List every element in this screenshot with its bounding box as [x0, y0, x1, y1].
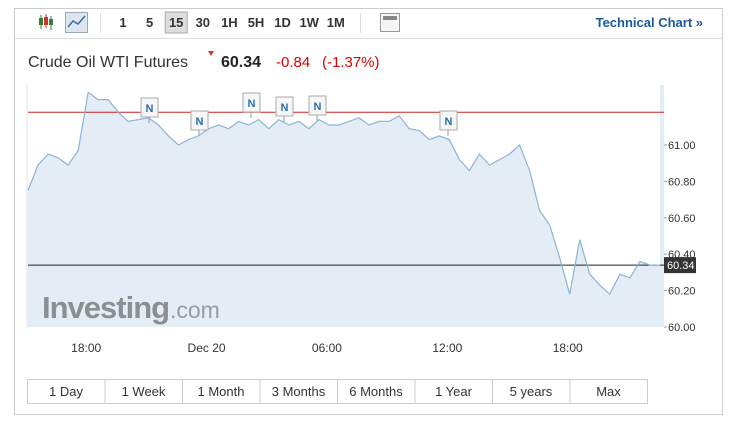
- news-marker-label: N: [281, 102, 289, 114]
- range-button[interactable]: [492, 379, 571, 404]
- news-marker-label: N: [445, 116, 453, 128]
- range-button[interactable]: [259, 379, 338, 404]
- change-percent: (-1.37%): [322, 54, 380, 71]
- range-button[interactable]: [414, 379, 493, 404]
- change: -0.84: [276, 54, 310, 71]
- interval-active: [164, 11, 188, 34]
- interval-button[interactable]: 1D: [274, 15, 291, 30]
- x-tick-label: 18:00: [71, 341, 101, 355]
- x-tick-label: 06:00: [312, 341, 342, 355]
- news-marker[interactable]: [242, 92, 261, 113]
- interval-button[interactable]: 5H: [248, 15, 265, 30]
- news-marker[interactable]: [439, 110, 458, 131]
- news-marker[interactable]: [190, 110, 209, 131]
- range-label[interactable]: 1 Day: [49, 384, 83, 399]
- plot-fill-right: [660, 85, 664, 327]
- interval-button[interactable]: 1: [119, 15, 126, 30]
- news-marker-label: N: [314, 101, 322, 113]
- range-label[interactable]: Max: [596, 384, 621, 399]
- interval-button[interactable]: 15: [169, 15, 183, 30]
- instrument-title: Crude Oil WTI Futures: [28, 54, 188, 71]
- x-tick-label: Dec 20: [188, 341, 226, 355]
- news-marker[interactable]: [140, 97, 159, 118]
- range-label[interactable]: 1 Month: [198, 384, 245, 399]
- y-tick-label: 60.00: [668, 322, 696, 334]
- watermark-brand: Investing: [42, 290, 169, 325]
- last-price-tag: [664, 257, 696, 274]
- candles-icon[interactable]: [39, 14, 53, 30]
- range-label[interactable]: 3 Months: [272, 384, 326, 399]
- y-tick-label: 60.80: [668, 176, 696, 188]
- x-tick-label: 12:00: [432, 341, 462, 355]
- price-line: [27, 91, 660, 296]
- news-marker-label: N: [248, 98, 256, 110]
- down-arrow: [208, 51, 214, 56]
- range-label[interactable]: 5 years: [510, 384, 553, 399]
- last-price-label: 60.34: [667, 260, 695, 272]
- technical-chart-link[interactable]: Technical Chart »: [596, 15, 703, 30]
- x-tick-label: 18:00: [553, 341, 583, 355]
- range-label[interactable]: 6 Months: [349, 384, 403, 399]
- news-marker-label: N: [196, 116, 204, 128]
- interval-button[interactable]: 30: [196, 15, 210, 30]
- watermark: Investing .com: [42, 290, 220, 325]
- range-button[interactable]: [182, 379, 261, 404]
- range-button[interactable]: [104, 379, 183, 404]
- news-marker[interactable]: [308, 95, 327, 116]
- line-icon[interactable]: [65, 12, 88, 33]
- news-marker-label: N: [146, 103, 154, 115]
- y-tick-label: 60.20: [668, 286, 696, 298]
- y-tick-label: 61.00: [668, 140, 696, 152]
- area: [28, 92, 660, 327]
- range-button[interactable]: [569, 379, 648, 404]
- watermark-suffix: .com: [170, 297, 220, 323]
- interval-button[interactable]: 1H: [221, 15, 238, 30]
- interval-button[interactable]: 5: [146, 15, 153, 30]
- range-label[interactable]: 1 Year: [435, 384, 473, 399]
- settings-icon[interactable]: [380, 13, 400, 32]
- range-label[interactable]: 1 Week: [122, 384, 166, 399]
- range-button[interactable]: [337, 379, 416, 404]
- interval-button[interactable]: 1W: [299, 15, 319, 30]
- news-marker[interactable]: [275, 96, 294, 117]
- range-button[interactable]: [27, 379, 106, 404]
- interval-button[interactable]: 1M: [327, 15, 345, 30]
- y-tick-label: 60.60: [668, 213, 696, 225]
- price: 60.34: [221, 54, 261, 71]
